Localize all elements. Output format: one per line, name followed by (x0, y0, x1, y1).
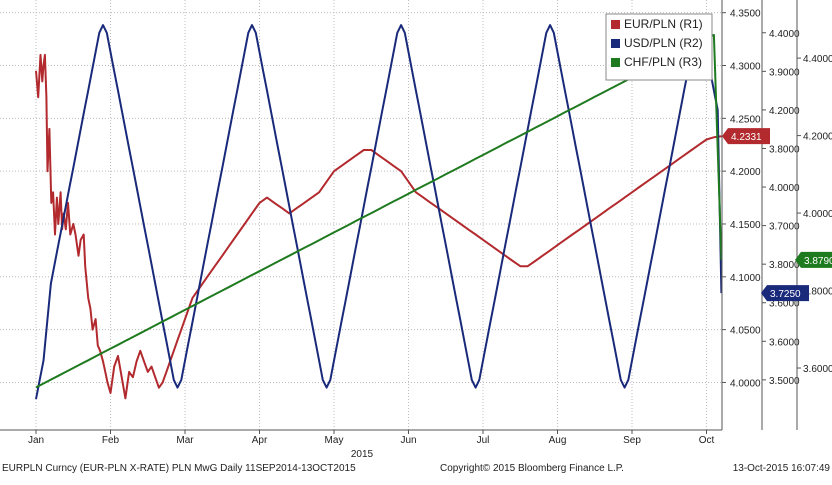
last-value-tag (722, 128, 770, 145)
legend-label: CHF/PLN (R3) (624, 55, 702, 69)
r3-tick-label: 4.4000 (803, 54, 832, 65)
legend-swatch (611, 58, 620, 67)
footer-source: EURPLN Curncy (EUR-PLN X-RATE) PLN MwG D… (2, 463, 356, 474)
x-tick-label: Mar (176, 435, 194, 446)
footer-copyright: Copyright© 2015 Bloomberg Finance L.P. (440, 463, 624, 474)
r1-tick-label: 4.2500 (730, 114, 761, 125)
x-tick-label: May (325, 435, 344, 446)
last-value-tag (795, 251, 832, 268)
r3-tick-label: 4.0000 (803, 209, 832, 220)
r2-tick-label: 3.7000 (769, 222, 800, 233)
footer-timestamp: 13-Oct-2015 16:07:49 (732, 463, 830, 474)
x-tick-label: Jan (28, 435, 44, 446)
series-line (35, 53, 722, 400)
x-tick-label: Jul (477, 435, 490, 446)
r2-tick-label: 4.0000 (769, 183, 800, 194)
last-value-label: 3.8790 (804, 256, 832, 267)
r1-tick-label: 4.1500 (730, 220, 761, 231)
r1-tick-label: 4.3500 (730, 9, 761, 20)
legend-box (605, 13, 713, 81)
legend-swatch (611, 20, 620, 29)
r2-tick-label: 4.2000 (769, 106, 800, 117)
r3-tick-label: 3.6000 (803, 364, 832, 375)
r1-tick-label: 4.0000 (730, 378, 761, 389)
r2-tick-label: 4.4000 (769, 29, 800, 40)
x-tick-label: Sep (623, 435, 641, 446)
r2-tick-label: 3.8000 (769, 260, 800, 271)
x-tick-label: Jun (400, 435, 416, 446)
series-line (35, 24, 723, 400)
r2-tick-label: 3.6000 (769, 299, 800, 310)
last-value-label: 3.7250 (770, 289, 801, 300)
r2-tick-label: 3.5000 (769, 376, 800, 387)
x-tick-label: Aug (549, 435, 567, 446)
legend-label: EUR/PLN (R1) (624, 17, 703, 31)
r3-tick-label: 4.2000 (803, 132, 832, 143)
legend-label: USD/PLN (R2) (624, 36, 703, 50)
last-value-tag (761, 285, 809, 302)
r1-tick-label: 4.3000 (730, 62, 761, 73)
r1-tick-label: 4.0500 (730, 326, 761, 337)
r1-tick-label: 4.1000 (730, 273, 761, 284)
r3-tick-label: 3.8000 (803, 287, 832, 298)
x-sublabel: 2015 (351, 449, 374, 460)
last-value-label: 4.2331 (731, 132, 762, 143)
r1-tick-label: 4.2000 (730, 167, 761, 178)
r2-tick-label: 3.8000 (769, 144, 800, 155)
legend-swatch (611, 39, 620, 48)
x-tick-label: Apr (252, 435, 268, 446)
r2-tick-label: 3.6000 (769, 337, 800, 348)
series-line (35, 33, 723, 389)
x-tick-label: Feb (102, 435, 120, 446)
r2-tick-label: 3.9000 (769, 67, 800, 78)
x-tick-label: Oct (699, 435, 715, 446)
